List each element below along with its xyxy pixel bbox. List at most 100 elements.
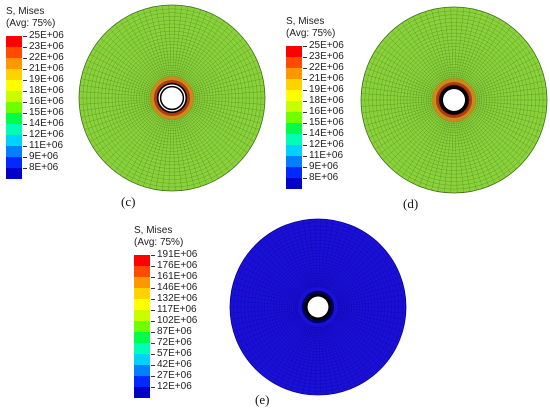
legend-swatch <box>134 288 150 299</box>
legend-swatch <box>6 80 22 91</box>
legend-row: 19E+06 <box>6 74 64 91</box>
legend-tick <box>23 157 27 158</box>
legend-tick <box>303 145 307 146</box>
legend-label: 27E+06 <box>157 370 192 381</box>
legend-tick <box>303 57 307 58</box>
legend-swatch <box>134 321 150 332</box>
legend-tick <box>23 135 27 136</box>
legend-row: 12E+06 <box>6 129 64 146</box>
legend-row: 22E+06 <box>286 62 344 79</box>
mesh-ring <box>386 32 522 168</box>
legend-label: 23E+06 <box>309 51 344 62</box>
legend-swatch <box>6 36 22 47</box>
legend-swatch <box>286 90 302 101</box>
mesh-ring <box>383 29 525 171</box>
mesh-ring <box>146 72 198 124</box>
mesh-ring <box>108 34 236 162</box>
mesh-ring <box>423 69 485 131</box>
legend-label: 87E+06 <box>157 326 192 337</box>
legend-label: 12E+06 <box>29 129 64 140</box>
mesh-ring <box>124 50 220 146</box>
legend-row: 21E+06 <box>6 63 64 80</box>
legend-swatch <box>134 255 150 266</box>
legend-row: 146E+06 <box>134 282 197 299</box>
mesh-ring <box>233 222 403 392</box>
legend-row: 25E+06 <box>6 30 64 47</box>
mesh-ring <box>273 262 363 352</box>
legend-label: 12E+06 <box>309 139 344 150</box>
hole <box>442 88 466 112</box>
mesh-ring <box>101 27 243 169</box>
legend-label: 18E+06 <box>29 85 64 96</box>
legend-tick <box>151 376 155 377</box>
mesh-ring <box>136 62 208 134</box>
legend-row: 11E+06 <box>6 140 63 157</box>
legend-tick <box>23 91 27 92</box>
mesh-ring <box>130 56 214 140</box>
legend-d: S, Mises (Avg: 75%) 25E+06 23E+06 22E+06 21… <box>286 16 344 189</box>
legend-row: 8E+06 <box>6 162 58 179</box>
legend-label: 16E+06 <box>29 96 64 107</box>
legend-label: 102E+06 <box>157 315 198 326</box>
legend-swatch <box>286 68 302 79</box>
hole-outline <box>157 83 187 113</box>
mesh-ring <box>97 23 247 173</box>
mesh-ring <box>379 25 529 175</box>
legend-tick <box>303 79 307 80</box>
legend-label: 21E+06 <box>309 73 344 84</box>
legend-tick <box>23 168 27 169</box>
mesh-ring <box>296 285 340 329</box>
legend-row: 191E+06 <box>134 249 197 266</box>
mesh-ring <box>281 270 355 344</box>
legend-row: 9E+06 <box>286 161 338 178</box>
legend-label: 9E+06 <box>309 161 339 172</box>
mesh-ring <box>278 267 358 347</box>
mesh-ring <box>291 280 345 334</box>
legend-row: 14E+06 <box>286 128 344 145</box>
mesh-ring <box>139 65 205 131</box>
mesh-ring <box>90 16 254 180</box>
mesh-ring <box>295 284 341 330</box>
legend-label: 11E+06 <box>29 140 64 151</box>
legend-label: 117E+06 <box>157 304 197 315</box>
caption-e: (e) <box>255 392 270 407</box>
mesh-ring <box>289 278 347 336</box>
legend-row: 117E+06 <box>134 304 197 321</box>
mesh-ring <box>121 47 223 149</box>
legend-swatch <box>6 157 22 168</box>
legend-label: 176E+06 <box>157 260 198 271</box>
legend-label: 191E+06 <box>157 249 198 260</box>
legend-row: 16E+06 <box>6 96 64 113</box>
legend-swatch <box>6 168 22 179</box>
mesh-ring <box>111 37 233 159</box>
legend-swatch <box>134 266 150 277</box>
legend-label: 12E+06 <box>157 381 192 392</box>
mesh-ring <box>431 77 477 123</box>
legend-swatch <box>6 146 22 157</box>
mesh-ring <box>293 282 343 332</box>
mesh-ring <box>149 75 195 121</box>
mesh-ring <box>412 58 496 142</box>
mesh-ring <box>368 14 540 186</box>
caption-d: (d) <box>403 196 419 211</box>
legend-swatch <box>134 332 150 343</box>
legend-row: 87E+06 <box>134 326 192 343</box>
legend-tick <box>23 113 27 114</box>
legend-label: 8E+06 <box>309 172 339 183</box>
contour-plot-c <box>78 4 266 192</box>
hole <box>307 296 329 318</box>
legend-tick <box>23 47 27 48</box>
legend-tick <box>303 112 307 113</box>
legend-swatch <box>6 113 22 124</box>
legend-tick <box>23 146 27 147</box>
legend-subtitle: (Avg: 75%) <box>286 28 336 39</box>
legend-label: 16E+06 <box>309 106 344 117</box>
legend-label: 15E+06 <box>309 117 344 128</box>
caption-c: (c) <box>121 194 136 209</box>
panel-e: S, Mises (Avg: 75%) 191E+06 176E+06 161E+0… <box>130 215 430 415</box>
legend-label: 72E+06 <box>157 337 192 348</box>
legend-title: S, Mises <box>286 16 325 27</box>
mesh-ring <box>244 233 392 381</box>
legend-tick <box>151 288 155 289</box>
legend-tick <box>151 365 155 366</box>
